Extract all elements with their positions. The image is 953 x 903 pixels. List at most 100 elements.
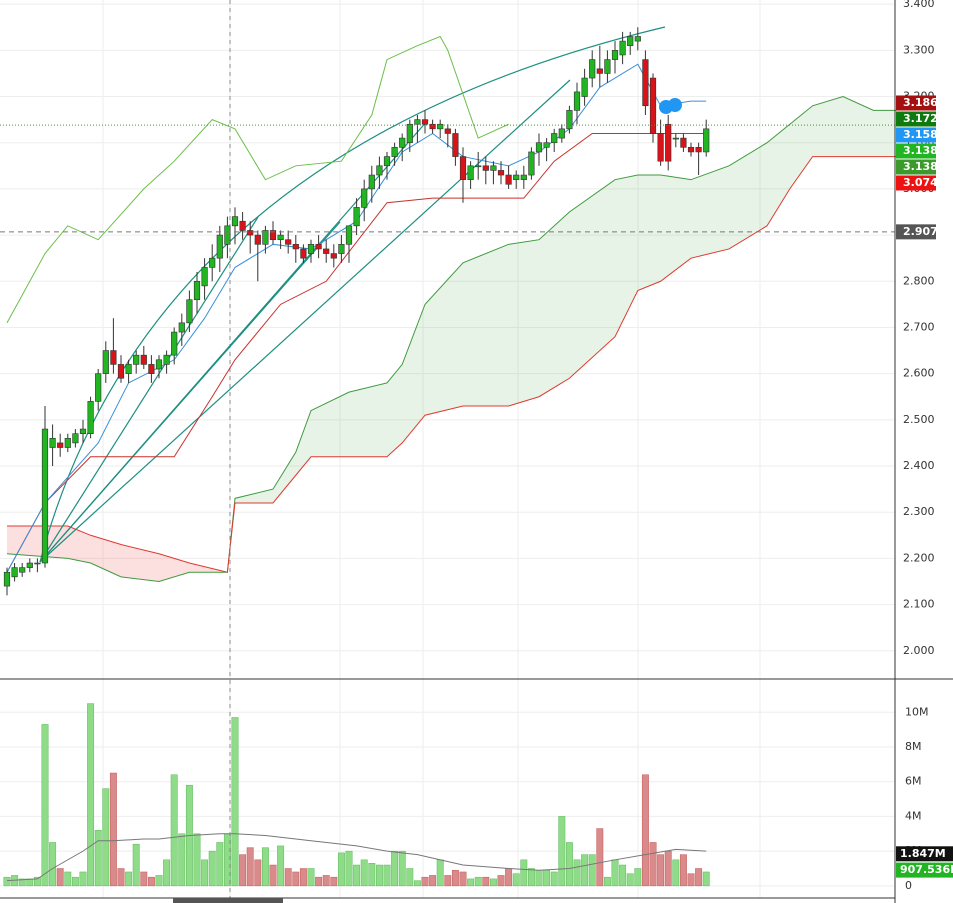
candle-body [323, 248, 330, 254]
volume-marker-box [896, 846, 953, 862]
volume-bar [64, 871, 72, 887]
cloud-fill [569, 179, 616, 379]
volume-tick-label: 0 [905, 879, 912, 892]
volume-bar [41, 724, 49, 887]
candle-body [596, 68, 603, 74]
volume-bar [292, 871, 300, 887]
candle-body [406, 123, 413, 144]
volume-bar [147, 876, 155, 887]
y-tick-label: 2.600 [903, 367, 935, 380]
candle-body [421, 119, 429, 125]
y-tick-label: 2.500 [903, 413, 935, 426]
volume-bar [246, 847, 254, 887]
volume-bar [550, 871, 558, 887]
span-a [6, 95, 897, 582]
cloud-fill [234, 489, 273, 503]
candle-body [353, 207, 360, 227]
volume-bar [573, 859, 581, 887]
candle-body [649, 77, 657, 134]
candle-body [642, 59, 649, 107]
volume-bar [178, 833, 186, 887]
price-marker-box [896, 95, 936, 111]
candle-body [193, 280, 201, 301]
cloud-fill [295, 410, 312, 476]
candle-body [399, 137, 406, 148]
volume-bar [421, 876, 429, 887]
volume-bar [353, 864, 361, 887]
volume-bar [261, 847, 269, 887]
price-plot [0, 27, 895, 596]
candle-body [338, 244, 345, 254]
price-marker-box [896, 127, 936, 143]
volume-tick-label: 10M [905, 705, 929, 718]
cloud-fill [120, 544, 159, 582]
cloud-fill [463, 244, 509, 406]
cloud-fill [660, 175, 692, 282]
y-tick-label: 3.300 [903, 43, 935, 56]
volume-bar [330, 876, 338, 887]
candle-body [505, 174, 512, 185]
volume-bar [163, 859, 171, 887]
candle-body [315, 244, 322, 250]
candle-body [627, 36, 634, 47]
price-marker-label: 3.186 [903, 96, 938, 109]
volume-bar [125, 871, 133, 887]
candle-body [87, 401, 94, 434]
y-tick-label: 2.700 [903, 320, 935, 333]
candle-body [155, 359, 163, 370]
cloud-fill [729, 142, 768, 249]
volume-bar [429, 875, 437, 887]
candle-body [345, 225, 353, 245]
candle-body [247, 230, 254, 236]
candle-body [178, 322, 185, 333]
volume-bar [626, 873, 634, 887]
candle-body [209, 257, 216, 268]
volume-bar [413, 880, 421, 887]
volume-bar [588, 854, 596, 887]
volume-bar [664, 850, 672, 887]
candle-body [79, 428, 87, 434]
volume-marker-label: 907.536K [900, 863, 953, 876]
volume-bar [315, 876, 323, 887]
candle-body [414, 119, 421, 125]
volume-bar [520, 859, 528, 887]
volume-bar [649, 842, 657, 887]
volume-bar [193, 833, 201, 887]
candle-body [383, 156, 391, 167]
volume-bar [489, 878, 497, 887]
cloud-fill [767, 124, 790, 226]
volume-bar [619, 864, 627, 887]
volume-bar [565, 842, 573, 887]
candle-body [41, 428, 49, 564]
volume-bar [307, 868, 315, 887]
volume-bar [231, 717, 239, 887]
candle-body [437, 123, 444, 130]
candle-body [216, 234, 223, 259]
volume-bar [505, 868, 513, 887]
indicator-line [6, 132, 707, 573]
volume-bar [132, 843, 140, 887]
volume-bar [535, 869, 543, 887]
volume-bar [482, 876, 490, 887]
volume-bar [603, 876, 611, 887]
price-marker-label: 3.158 [903, 128, 938, 141]
volume-bar [451, 869, 459, 887]
volume-marker-label: 1.847M [900, 847, 946, 860]
volume-bar [140, 871, 148, 887]
candle-body [125, 364, 132, 374]
volume-bar [239, 854, 247, 887]
candle-body [551, 133, 558, 144]
volume-bar [512, 873, 520, 887]
candle-body [72, 433, 79, 444]
price-marker-label: 2.907 [903, 225, 938, 238]
volume-ma [6, 833, 707, 882]
cloud-fill [873, 110, 897, 157]
cloud-fill [67, 526, 91, 563]
candle-body [391, 147, 398, 157]
candle-body [117, 364, 125, 379]
price-marker-label: 3.138 [903, 160, 938, 173]
price-marker-box [896, 159, 936, 175]
price-marker-box [896, 111, 936, 127]
volume-bar [216, 842, 224, 887]
